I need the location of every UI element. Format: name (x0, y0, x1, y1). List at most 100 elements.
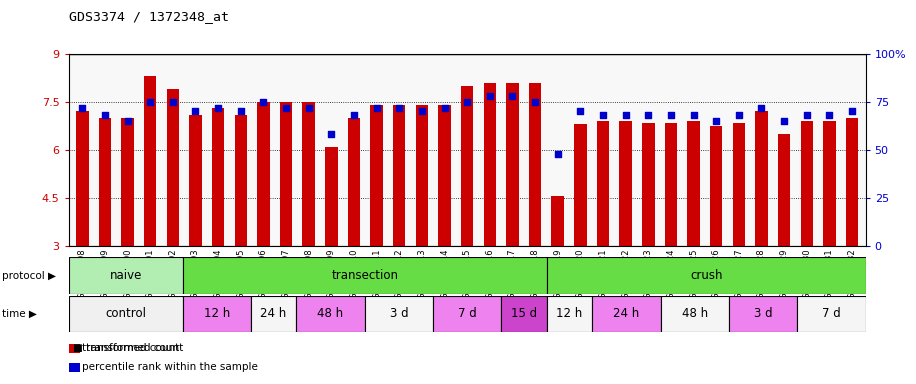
Point (369, 104, 384, 111)
Bar (733, 122, 745, 246)
Bar (234, 114, 247, 246)
Point (777, 118, 791, 124)
Point (595, 112, 610, 118)
Point (460, 99, 474, 105)
Text: ■ transformed count: ■ transformed count (73, 343, 183, 353)
Text: 48 h: 48 h (318, 308, 344, 320)
Text: crush: crush (690, 269, 723, 282)
Bar (501, 296, 547, 332)
Bar (144, 76, 157, 246)
Point (528, 99, 542, 105)
Text: 24 h: 24 h (260, 308, 287, 320)
Point (551, 151, 565, 157)
Text: 12 h: 12 h (203, 308, 230, 320)
Bar (801, 121, 813, 246)
Text: 3 d: 3 d (754, 308, 772, 320)
Bar (365, 296, 433, 332)
Point (256, 99, 271, 105)
Bar (507, 83, 518, 246)
Text: 3 d: 3 d (389, 308, 409, 320)
Bar (302, 102, 315, 246)
Bar (348, 118, 360, 246)
Bar (370, 105, 383, 246)
Bar (778, 134, 791, 246)
Bar (660, 296, 729, 332)
Point (641, 112, 656, 118)
Bar (710, 126, 723, 246)
Bar (182, 296, 251, 332)
Bar (574, 124, 586, 246)
Bar (433, 296, 501, 332)
Point (483, 93, 497, 99)
Bar (665, 122, 677, 246)
Text: 12 h: 12 h (557, 308, 583, 320)
Point (505, 93, 519, 99)
Bar (182, 257, 547, 294)
Point (415, 108, 430, 114)
Bar (823, 121, 835, 246)
Point (732, 112, 747, 118)
Bar (325, 147, 338, 246)
Text: 15 d: 15 d (511, 308, 537, 320)
Bar (416, 105, 428, 246)
Text: protocol ▶: protocol ▶ (2, 270, 56, 281)
Bar (257, 102, 269, 246)
Text: time ▶: time ▶ (2, 309, 37, 319)
Bar (687, 121, 700, 246)
Point (143, 99, 158, 105)
Bar (393, 105, 406, 246)
Bar (121, 118, 134, 246)
Text: transformed count: transformed count (82, 343, 180, 353)
Point (98, 112, 113, 118)
Bar (190, 114, 202, 246)
Point (75, 104, 90, 111)
Bar (297, 296, 365, 332)
Point (234, 108, 248, 114)
Bar (547, 257, 866, 294)
Bar (845, 118, 858, 246)
Point (324, 131, 339, 137)
Point (822, 112, 836, 118)
Point (686, 112, 701, 118)
Point (800, 112, 814, 118)
Point (573, 108, 588, 114)
Text: 7 d: 7 d (458, 308, 476, 320)
Point (437, 104, 452, 111)
Bar (642, 122, 655, 246)
Point (278, 104, 293, 111)
Bar (69, 296, 182, 332)
Bar (461, 86, 474, 246)
Bar (529, 83, 541, 246)
Point (845, 108, 859, 114)
Point (346, 112, 361, 118)
Bar (212, 108, 224, 246)
Bar (547, 296, 593, 332)
Text: 24 h: 24 h (614, 308, 639, 320)
Bar (729, 296, 797, 332)
Text: 7 d: 7 d (822, 308, 841, 320)
Point (618, 112, 633, 118)
Point (754, 104, 769, 111)
Bar (596, 121, 609, 246)
Bar (167, 89, 179, 246)
Bar (99, 118, 111, 246)
Bar (756, 111, 768, 246)
Bar (797, 296, 866, 332)
Point (709, 118, 724, 124)
Bar (438, 105, 451, 246)
Bar (279, 102, 292, 246)
Point (120, 118, 135, 124)
Text: GDS3374 / 1372348_at: GDS3374 / 1372348_at (69, 10, 229, 23)
Bar (251, 296, 297, 332)
Text: control: control (105, 308, 147, 320)
Bar (69, 257, 182, 294)
Text: naive: naive (109, 269, 142, 282)
Bar (484, 83, 496, 246)
Text: transection: transection (332, 269, 398, 282)
Bar (593, 296, 660, 332)
Point (301, 104, 316, 111)
Text: 48 h: 48 h (682, 308, 708, 320)
Point (663, 112, 678, 118)
Bar (551, 196, 564, 246)
Bar (76, 111, 89, 246)
